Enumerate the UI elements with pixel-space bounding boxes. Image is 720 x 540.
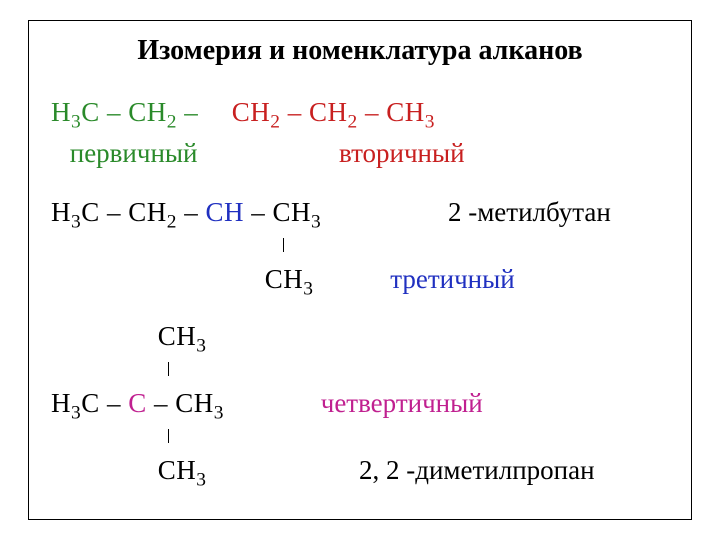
dimethylpropane-name: 2, 2 -диметилпропан bbox=[359, 455, 595, 486]
label-quaternary: четвертичный bbox=[321, 388, 483, 418]
label-tertiary: третичный bbox=[390, 264, 514, 294]
dmp-bond-bottom-icon bbox=[168, 429, 169, 443]
dmp-left: H3C – bbox=[51, 388, 128, 418]
dmp-bond-top-icon bbox=[168, 362, 169, 376]
methylbutane-main-row: H3C – CH2 – CH – CH3 2 -метилбутан bbox=[51, 197, 669, 228]
mb-branch-line-row bbox=[51, 238, 669, 254]
mb-right: – CH3 bbox=[244, 197, 321, 227]
dmp-line2-row bbox=[51, 429, 669, 445]
label-primary: первичный bbox=[70, 138, 198, 168]
dmp-top-ch3: CH3 bbox=[158, 321, 207, 351]
dmp-bottom-row: CH3 2, 2 -диметилпропан bbox=[51, 455, 669, 486]
mb-branch-bond-icon bbox=[283, 238, 284, 252]
label-secondary: вторичный bbox=[339, 138, 465, 169]
page-title: Изомерия и номенклатура алканов bbox=[51, 35, 669, 67]
dmp-right: – CH3 bbox=[147, 388, 224, 418]
content-frame: Изомерия и номенклатура алканов H3C – CH… bbox=[28, 20, 692, 520]
methylbutane-block: H3C – CH2 – CH – CH3 2 -метилбутан CH3 т… bbox=[51, 197, 669, 295]
dmp-top-row: CH3 bbox=[51, 321, 669, 352]
dimethylpropane-block: CH3 H3C – C – CH3 четвертичный CH3 2, 2 … bbox=[51, 321, 669, 486]
pentane-left: H3C – CH2 – bbox=[51, 97, 198, 127]
dmp-bottom-ch3: CH3 bbox=[158, 455, 207, 485]
dmp-c-magenta: C bbox=[128, 388, 147, 418]
mb-branch-row: CH3 третичный bbox=[51, 264, 669, 295]
dmp-line1-row bbox=[51, 362, 669, 378]
pentane-formula-row: H3C – CH2 – CH2 – CH2 – CH3 bbox=[51, 97, 669, 128]
mb-ch-blue: CH bbox=[205, 197, 244, 227]
mb-branch-ch3: CH3 bbox=[265, 264, 314, 294]
mb-left: H3C – CH2 – bbox=[51, 197, 205, 227]
methylbutane-name: 2 -метилбутан bbox=[448, 197, 611, 228]
dmp-main-row: H3C – C – CH3 четвертичный bbox=[51, 388, 669, 419]
pentane-label-row: первичный вторичный bbox=[51, 138, 669, 169]
pentane-right: CH2 – CH2 – CH3 bbox=[232, 97, 435, 127]
